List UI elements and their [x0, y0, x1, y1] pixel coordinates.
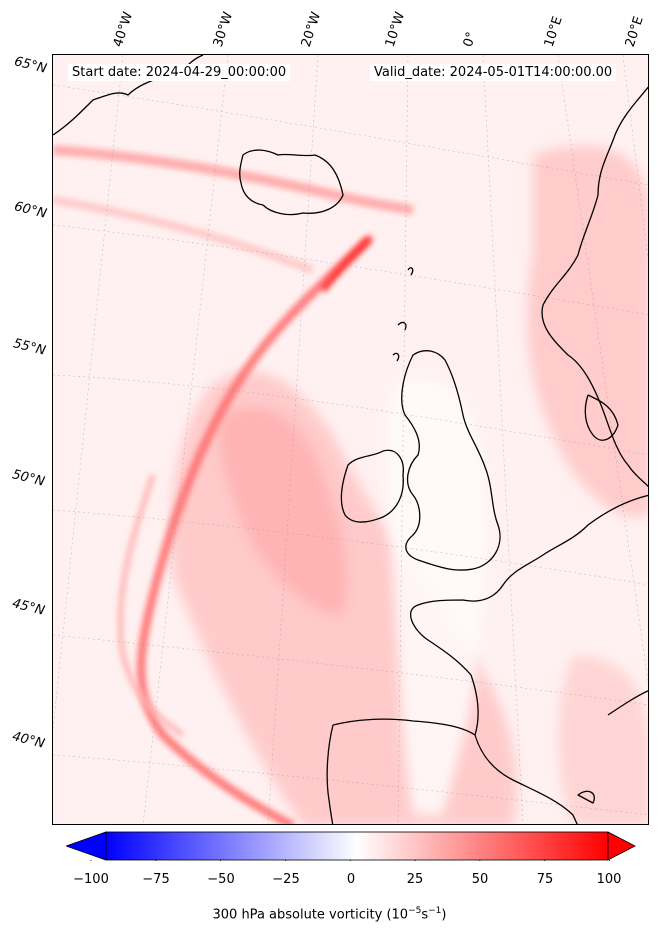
lat-label-50n: 50°N — [10, 467, 47, 490]
cbar-tick-label: −50 — [207, 872, 235, 887]
coast-scottish-islands — [392, 267, 414, 362]
jet-filament — [136, 236, 372, 824]
map-panel — [52, 54, 649, 825]
cbar-tick-label: 75 — [536, 872, 554, 887]
coast-ireland — [340, 449, 404, 523]
cbar-tick-label: −25 — [272, 872, 300, 887]
lon-label-30w: 30°W — [210, 10, 237, 49]
cbar-title-exp2: −1 — [428, 906, 442, 916]
cbar-tick-label: −100 — [73, 872, 109, 887]
pale-corridor — [387, 377, 488, 815]
graticule — [53, 55, 648, 824]
colorbar-extend-high — [607, 831, 636, 861]
coastlines — [53, 55, 648, 824]
trough-core — [219, 407, 347, 615]
lon-label-40w: 40°W — [110, 10, 137, 49]
west-arc — [117, 474, 185, 738]
lat-label-40n: 40°N — [10, 729, 47, 752]
cbar-title-prefix: 300 hPa absolute vorticity (10 — [212, 907, 409, 923]
lat-label-55n: 55°N — [11, 336, 48, 359]
lon-label-0: 0° — [460, 30, 480, 49]
colorbar-ticks — [90, 860, 610, 861]
jet-max — [320, 234, 374, 293]
coast-greenland — [53, 55, 204, 136]
cbar-tick-label: 100 — [596, 872, 622, 887]
coast-continent — [409, 494, 648, 736]
cbar-title-exp1: −5 — [408, 906, 422, 916]
lat-label-60n: 60°N — [12, 199, 49, 222]
start-date-label: Start date: 2024-04-29_00:00:00 — [68, 64, 291, 81]
lat-label-45n: 45°N — [10, 596, 47, 619]
coast-iceland — [239, 149, 344, 216]
greenland-band — [53, 145, 414, 215]
cbar-tick-label: −75 — [142, 872, 170, 887]
cbar-tick-label: 25 — [406, 872, 424, 887]
coast-mediterranean — [577, 690, 648, 804]
cbar-title-mid: s — [421, 907, 429, 923]
lon-label-20e: 20°E — [622, 14, 647, 50]
lon-label-10e: 10°E — [541, 14, 566, 50]
coast-denmark — [584, 394, 619, 441]
greenland-band-2 — [53, 196, 315, 274]
coast-great-britain — [401, 350, 501, 571]
colorbar-title: 300 hPa absolute vorticity (10−5s−1) — [0, 906, 659, 922]
colorbar-body — [105, 831, 609, 861]
colorbar — [66, 831, 636, 861]
cbar-tick-label: 50 — [471, 872, 489, 887]
coast-iberia — [326, 718, 578, 824]
se-patches — [558, 655, 648, 824]
cbar-tick-label: 0 — [346, 872, 356, 887]
colorbar-extend-low — [66, 831, 107, 861]
lon-label-20w: 20°W — [298, 10, 325, 49]
cbar-title-suffix: ) — [441, 907, 447, 923]
lat-label-65n: 65°N — [12, 54, 49, 77]
lon-label-10w: 10°W — [382, 10, 409, 49]
vorticity-map — [53, 55, 648, 824]
valid-date-label: Valid_date: 2024-05-01T14:00:00.00 — [370, 64, 617, 81]
coast-scandinavia — [541, 86, 648, 488]
